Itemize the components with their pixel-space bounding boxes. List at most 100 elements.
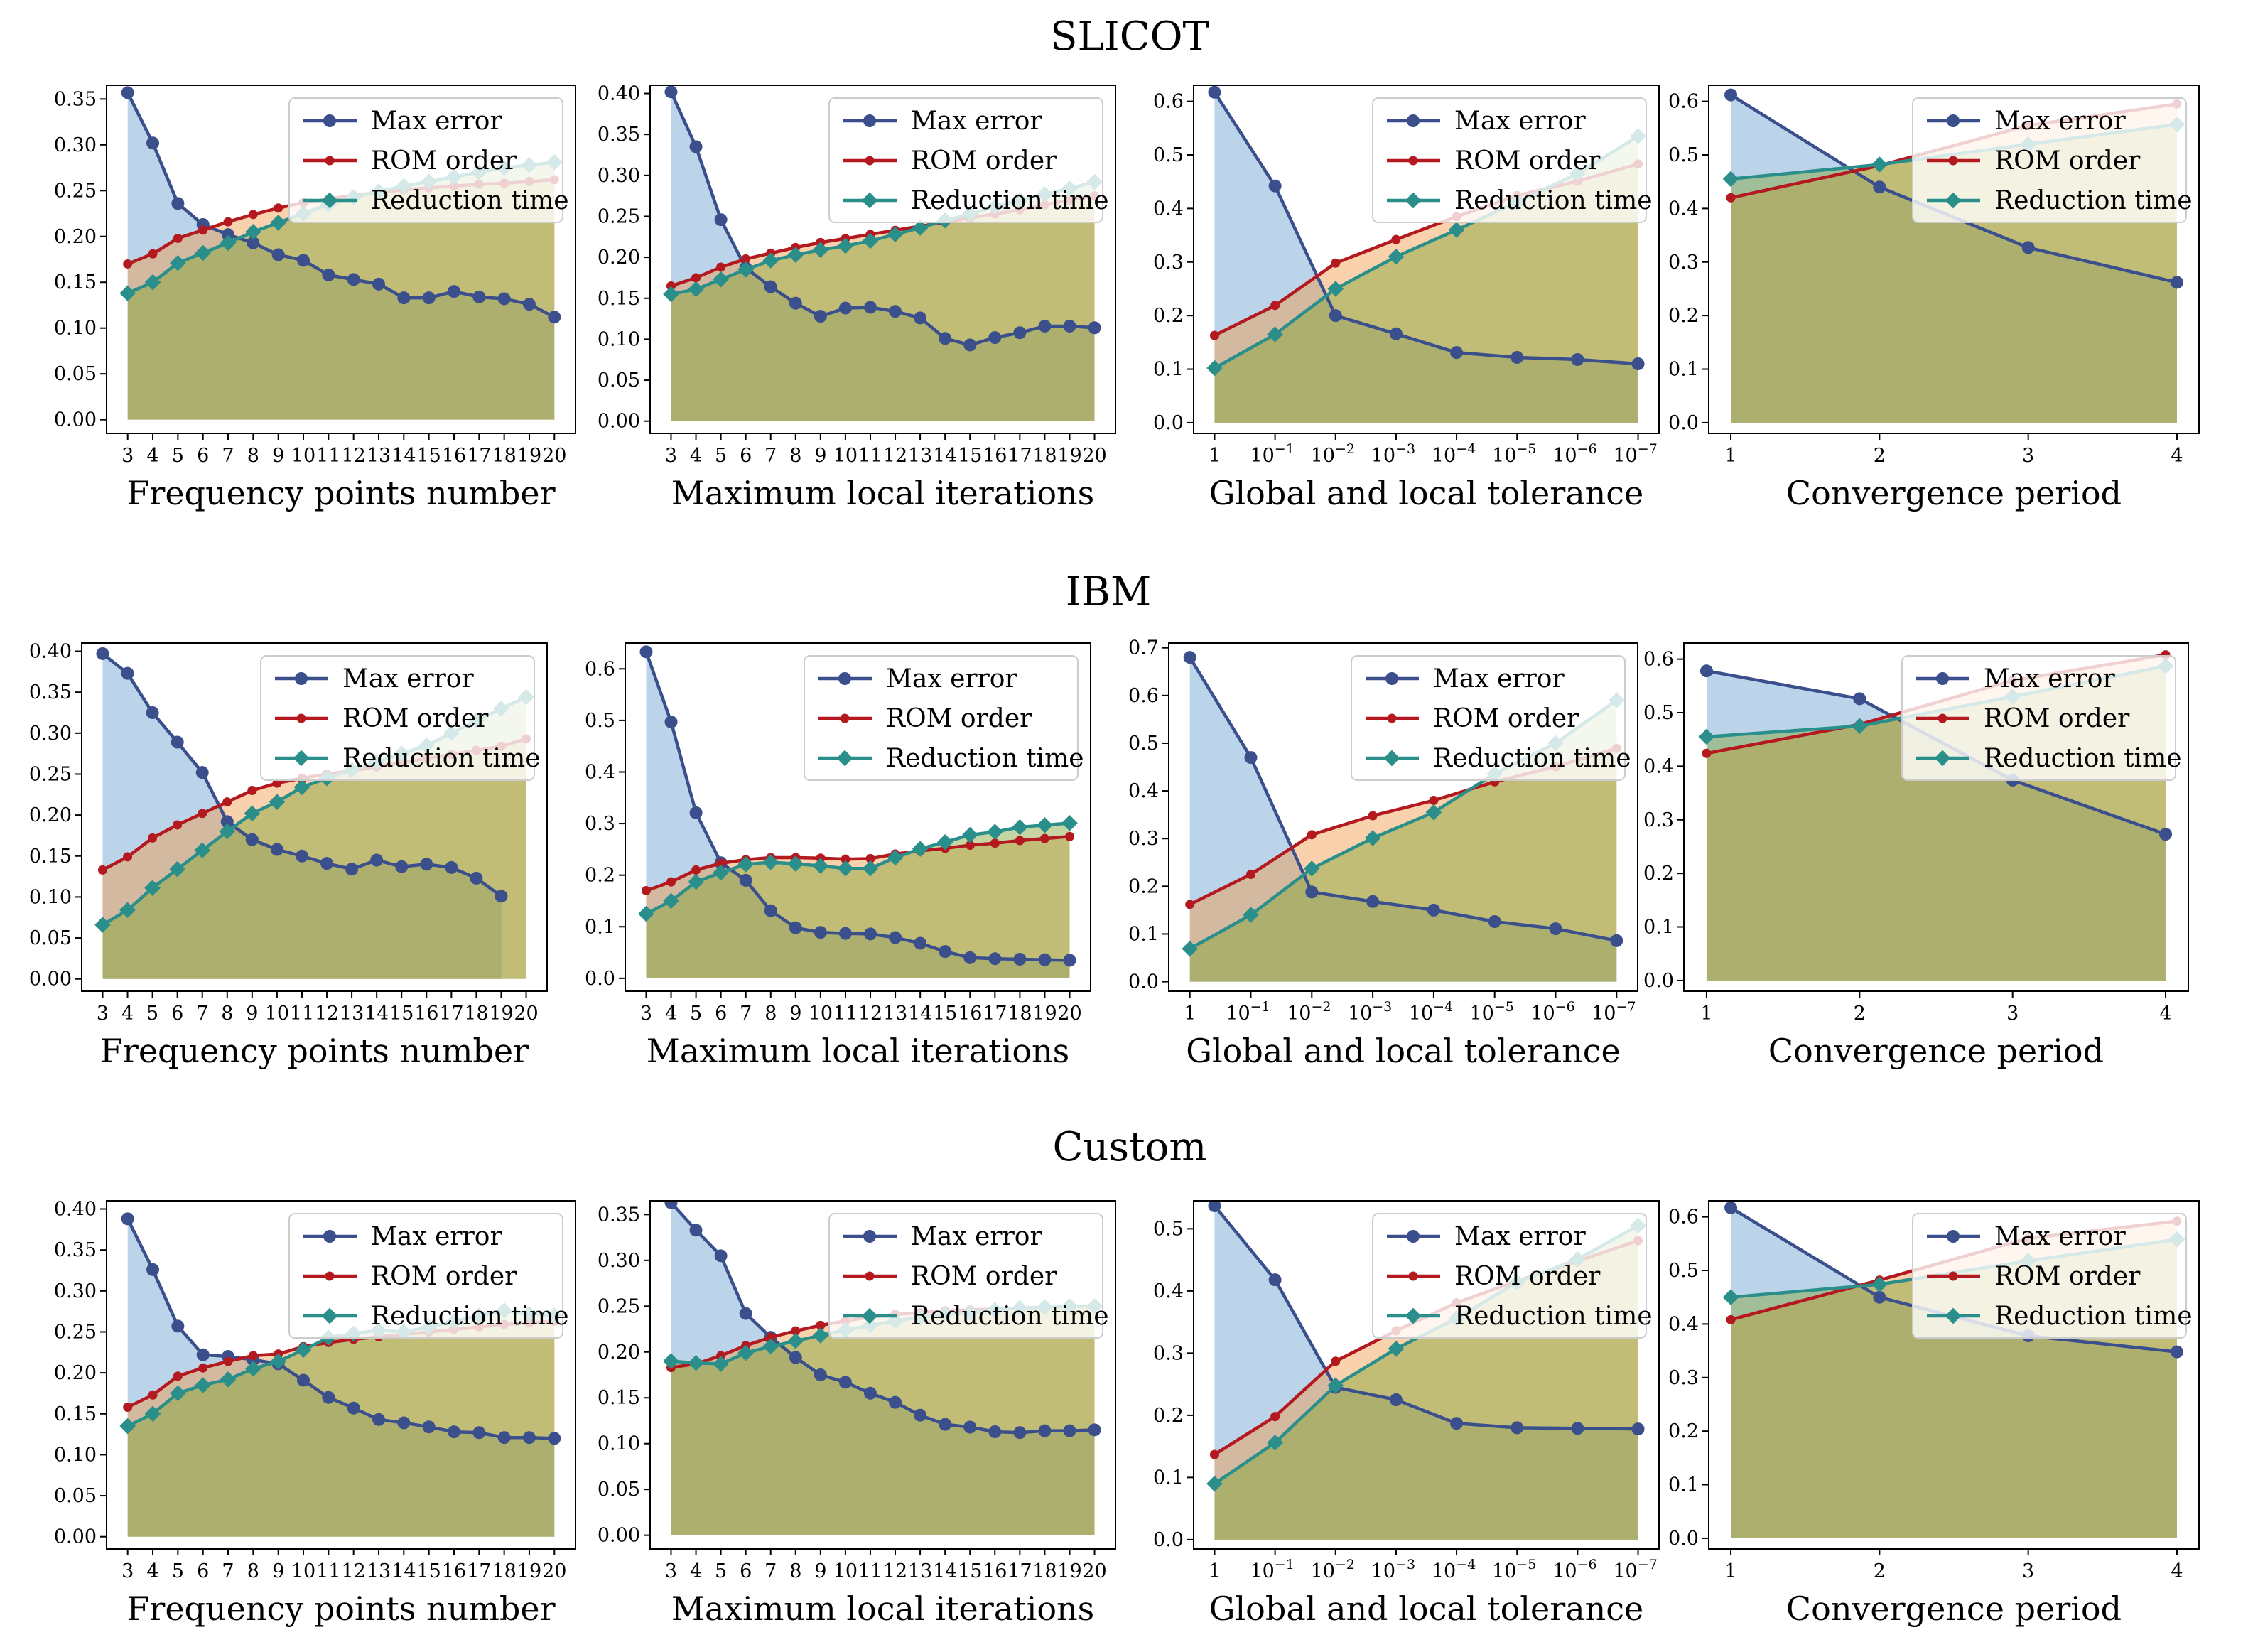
x-axis-label: Maximum local iterations [671, 474, 1095, 512]
legend-label: Reduction time [1994, 186, 2193, 215]
data-point [271, 248, 285, 261]
legend-marker [325, 156, 335, 166]
legend-marker [1948, 1271, 1958, 1281]
y-tick-label: 0.00 [54, 409, 97, 431]
data-point [791, 1326, 801, 1336]
data-point [1206, 1475, 1223, 1492]
y-tick-label: 0.35 [54, 88, 97, 110]
data-point [789, 921, 802, 934]
legend-label: Max error [1994, 1222, 2126, 1251]
data-point [293, 779, 310, 796]
x-tick-label: 12 [315, 1003, 339, 1025]
data-point [345, 863, 359, 876]
y-tick-label: 0.0 [1128, 971, 1159, 993]
data-point [2170, 1345, 2183, 1359]
x-tick-label: 3 [121, 1560, 134, 1582]
x-tick-label: 10−4 [1409, 999, 1453, 1025]
y-tick-label: 0.0 [1668, 412, 1699, 434]
charts-container: 0.000.050.100.150.200.250.300.353 4 5 6 7 8 9 1… [29, 83, 2200, 1628]
x-tick-label: 8 [789, 1560, 801, 1582]
data-point [1063, 954, 1076, 967]
data-point [248, 1351, 258, 1361]
legend-marker [865, 1271, 875, 1281]
data-point [297, 254, 310, 267]
data-point [1013, 952, 1027, 966]
series-line-0 [1213, 91, 1638, 366]
data-point [664, 716, 678, 729]
legend-label: ROM order [886, 704, 1032, 733]
data-point [198, 225, 208, 235]
data-point [522, 1431, 536, 1445]
data-point [863, 301, 877, 314]
x-tick-label: 10 [833, 445, 858, 467]
data-point [688, 281, 704, 298]
data-point [1244, 751, 1258, 765]
x-tick-label: 5 [172, 1560, 184, 1582]
data-point [789, 296, 802, 310]
legend-label: Max error [911, 107, 1042, 136]
x-tick-label: 5 [172, 445, 184, 467]
x-tick-label: 16 [442, 445, 466, 467]
legend-label: ROM order [342, 704, 489, 733]
data-point [713, 864, 729, 881]
chart-4: 0.00 0.05 0.10 0.15 0.20 0.25 0.30 0.35 0.40 3 4 5 6… [29, 641, 548, 1070]
x-tick-label: 15 [933, 1003, 957, 1025]
x-tick-label: 7 [740, 1003, 752, 1025]
y-tick-label: 0.40 [29, 641, 72, 663]
chart-10: 0.0 0.1 0.2 0.3 0.4 0.5 1 10−1 10−2 10−3 10−4 10−5 1… [1153, 1200, 1660, 1628]
data-point [347, 1401, 360, 1415]
y-tick-label: 0.20 [54, 1362, 97, 1384]
data-point [1327, 1377, 1344, 1394]
data-point [1013, 326, 1027, 340]
x-tick-label: 11 [858, 445, 882, 467]
x-tick-label: 16 [983, 445, 1007, 467]
data-point [171, 1319, 185, 1333]
y-tick-label: 0.2 [1668, 1420, 1699, 1442]
x-tick-label: 17 [439, 1003, 463, 1025]
data-point [297, 1373, 310, 1387]
x-tick-label: 10−3 [1371, 441, 1415, 467]
data-point [1368, 811, 1378, 821]
plot-area [638, 645, 1078, 978]
x-tick-label: 3 [121, 445, 134, 467]
plot-area [1206, 85, 1646, 423]
y-tick-label: 0.5 [1128, 733, 1159, 755]
x-axis-label: Frequency points number [100, 1032, 529, 1070]
area-fill-2 [646, 823, 1070, 978]
x-tick-label: 4 [2171, 1560, 2183, 1582]
x-tick-label: 9 [246, 1003, 258, 1025]
y-tick-label: 0.25 [29, 763, 72, 785]
x-tick-label: 11 [833, 1003, 858, 1025]
x-tick-label: 18 [492, 1560, 516, 1582]
y-tick-label: 0.35 [598, 1204, 640, 1226]
y-tick-label: 0.0 [1153, 1529, 1184, 1551]
legend-label: Reduction time [371, 186, 569, 215]
x-tick-label: 12 [341, 445, 365, 467]
data-point [689, 1224, 703, 1237]
data-point [1389, 1393, 1403, 1406]
y-tick-label: 0.3 [1153, 252, 1184, 274]
data-point [1088, 1423, 1101, 1437]
data-point [713, 271, 729, 288]
data-point [638, 905, 654, 922]
data-point [689, 140, 703, 153]
y-tick-label: 0.5 [1153, 144, 1184, 166]
y-tick-label: 0.30 [598, 1250, 640, 1272]
data-point [739, 1307, 752, 1320]
data-point [370, 853, 384, 867]
data-point [1331, 1356, 1341, 1366]
series-line-0 [1213, 1204, 1638, 1431]
y-tick-label: 0.35 [598, 124, 640, 146]
data-point [1038, 953, 1052, 966]
x-tick-label: 10−2 [1311, 441, 1355, 467]
data-point [1726, 193, 1736, 203]
x-tick-label: 9 [272, 445, 284, 467]
legend-marker [1408, 1271, 1418, 1281]
data-point [737, 856, 755, 873]
legend-label: Reduction time [886, 744, 1084, 773]
x-tick-label: 3 [2022, 445, 2034, 467]
y-tick-label: 0.1 [1153, 359, 1184, 381]
x-tick-label: 20 [514, 1003, 538, 1025]
x-tick-label: 17 [467, 1560, 491, 1582]
data-point [1065, 831, 1075, 841]
